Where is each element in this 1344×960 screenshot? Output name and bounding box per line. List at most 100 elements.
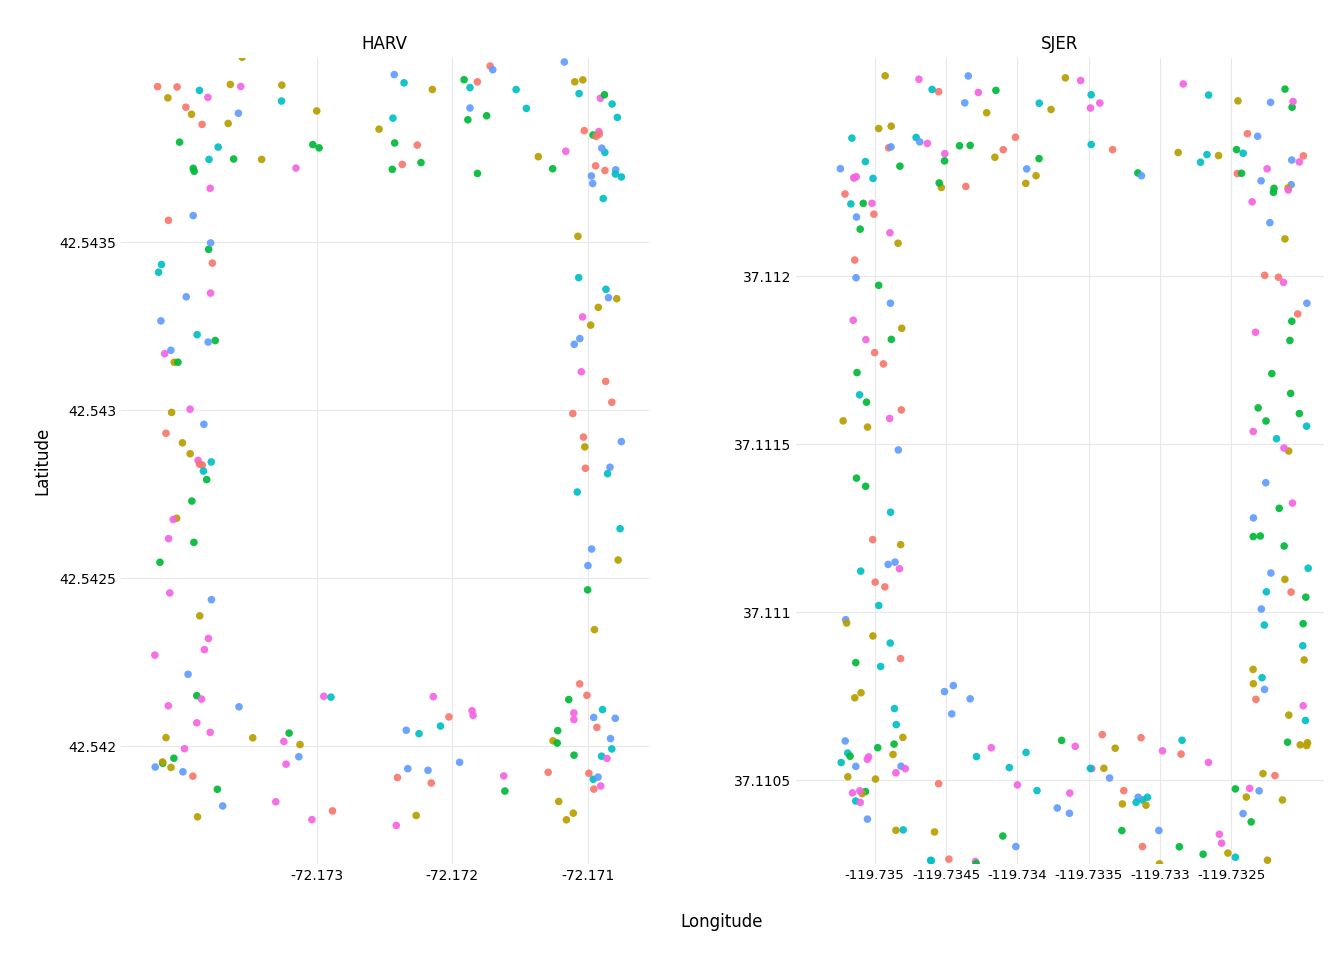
Point xyxy=(879,411,900,426)
Point xyxy=(183,160,204,176)
Point xyxy=(430,718,452,733)
Point xyxy=(609,521,630,537)
Point xyxy=(563,337,585,352)
Point xyxy=(173,741,195,756)
Point xyxy=(1047,801,1068,816)
Point xyxy=(851,786,872,802)
Point xyxy=(1293,616,1314,632)
Point xyxy=(589,127,610,142)
Point xyxy=(569,676,590,691)
Point xyxy=(167,354,188,370)
Point xyxy=(992,828,1013,844)
Point xyxy=(1297,735,1318,751)
Point xyxy=(886,765,907,780)
Point xyxy=(462,708,484,723)
Point xyxy=(884,555,906,570)
Point xyxy=(151,257,172,273)
Point xyxy=(187,809,208,825)
Point xyxy=(1093,760,1114,776)
Point xyxy=(231,50,253,65)
Point xyxy=(837,745,859,760)
Point xyxy=(1059,805,1081,821)
Point xyxy=(1015,745,1036,760)
Point xyxy=(1089,95,1110,110)
Point xyxy=(582,176,603,191)
Point xyxy=(1102,142,1124,157)
Point xyxy=(1259,95,1281,110)
Point xyxy=(422,689,444,705)
Point xyxy=(599,731,621,746)
Point xyxy=(1278,444,1300,459)
Point xyxy=(577,582,598,597)
Point xyxy=(453,72,474,87)
Point xyxy=(880,505,902,520)
Point xyxy=(1091,727,1113,742)
Point xyxy=(181,493,203,509)
Point xyxy=(921,852,942,868)
Point xyxy=(172,435,194,450)
Point xyxy=(594,145,616,160)
Point xyxy=(190,608,211,623)
Point xyxy=(547,723,569,738)
Point xyxy=(192,457,214,472)
Point xyxy=(1192,847,1214,862)
Point xyxy=(845,758,867,774)
Point xyxy=(185,715,207,731)
Point xyxy=(879,225,900,240)
Point xyxy=(1025,168,1047,183)
Point xyxy=(836,615,857,631)
Point xyxy=(163,512,184,527)
Point xyxy=(610,434,632,449)
Point xyxy=(594,87,616,103)
Point xyxy=(199,152,220,167)
Point xyxy=(864,345,886,360)
Point xyxy=(1269,500,1290,516)
Point xyxy=(578,765,599,780)
Point xyxy=(1171,747,1192,762)
Point xyxy=(607,552,629,567)
Point xyxy=(516,101,538,116)
Point xyxy=(1081,137,1102,153)
Point xyxy=(1208,827,1230,842)
Point xyxy=(152,756,173,771)
Point xyxy=(567,228,589,244)
Point xyxy=(1125,795,1146,810)
Point xyxy=(146,79,168,94)
Point xyxy=(587,769,609,784)
Point xyxy=(872,356,894,372)
Point xyxy=(569,85,590,101)
Point xyxy=(563,748,585,763)
Point xyxy=(844,170,866,185)
Point xyxy=(198,242,219,257)
Point xyxy=(194,642,215,658)
Point xyxy=(394,75,415,90)
Point xyxy=(862,532,883,547)
Point xyxy=(606,291,628,306)
Point xyxy=(228,699,250,714)
Point xyxy=(1224,781,1246,797)
Point xyxy=(883,736,905,752)
Point xyxy=(148,265,169,280)
Point xyxy=(1251,601,1273,616)
Point xyxy=(528,149,550,164)
Point xyxy=(196,472,218,488)
Point xyxy=(156,730,177,745)
Point xyxy=(555,812,577,828)
Point xyxy=(930,180,952,195)
Point xyxy=(265,794,286,809)
Point xyxy=(165,511,187,526)
Point xyxy=(149,555,171,570)
Point xyxy=(1267,270,1289,285)
Point xyxy=(868,598,890,613)
Point xyxy=(1128,165,1149,180)
Point xyxy=(1278,708,1300,723)
Point xyxy=(887,235,909,251)
Point xyxy=(855,154,876,169)
Point xyxy=(587,300,609,315)
Point xyxy=(851,685,872,701)
Point xyxy=(581,541,602,557)
Point xyxy=(1293,698,1314,713)
Point xyxy=(610,169,632,184)
Point xyxy=(276,756,297,772)
Point xyxy=(590,90,612,106)
